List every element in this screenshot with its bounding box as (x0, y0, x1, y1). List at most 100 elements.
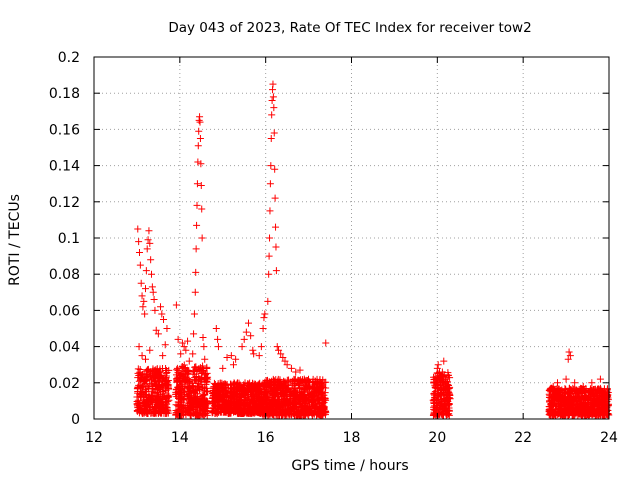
data-point (437, 372, 445, 380)
data-point (260, 314, 268, 322)
data-point (280, 387, 288, 395)
data-point (158, 310, 166, 318)
data-point (196, 134, 204, 142)
data-point (249, 346, 257, 354)
data-point (429, 411, 437, 419)
data-point (198, 375, 206, 383)
data-point (227, 408, 235, 416)
data-point (595, 386, 603, 394)
data-point (281, 357, 289, 365)
data-point (160, 405, 168, 413)
data-point (200, 411, 208, 419)
data-point (197, 374, 205, 382)
x-tick-label: 12 (85, 430, 103, 446)
data-point (430, 378, 438, 386)
data-point (276, 403, 284, 411)
data-point (563, 407, 571, 415)
data-point (219, 364, 227, 372)
data-point (154, 330, 162, 338)
data-point (270, 129, 278, 137)
data-point (135, 372, 143, 380)
data-point (240, 402, 248, 410)
data-point (145, 227, 153, 235)
data-point (137, 279, 145, 287)
data-point (549, 401, 557, 409)
data-point (180, 361, 188, 369)
data-point (438, 372, 446, 380)
data-point (135, 343, 143, 351)
data-point (269, 93, 277, 101)
data-point (150, 296, 158, 304)
data-point (208, 399, 216, 407)
data-point (251, 383, 259, 391)
data-point (187, 387, 195, 395)
data-point (569, 402, 577, 410)
data-point (223, 381, 231, 389)
data-point (218, 379, 226, 387)
data-point (149, 374, 157, 382)
data-point (431, 383, 439, 391)
data-point (150, 407, 158, 415)
data-point (139, 303, 147, 311)
data-point (314, 394, 322, 402)
data-point (195, 127, 203, 135)
data-point (186, 410, 194, 418)
data-point (273, 343, 281, 351)
data-point (318, 390, 326, 398)
data-point (268, 389, 276, 397)
data-point (602, 402, 610, 410)
data-point (135, 238, 143, 246)
data-point (228, 394, 236, 402)
data-point (174, 402, 182, 410)
data-point (133, 400, 141, 408)
data-point (229, 381, 237, 389)
data-point (141, 310, 149, 318)
data-point (433, 385, 441, 393)
data-point (600, 396, 608, 404)
data-point (203, 377, 211, 385)
data-point (594, 402, 602, 410)
data-point (200, 398, 208, 406)
data-point (136, 261, 144, 269)
data-point (221, 400, 229, 408)
data-point (144, 236, 152, 244)
data-point (219, 392, 227, 400)
y-tick-label: 0 (71, 412, 80, 428)
data-point (274, 392, 282, 400)
data-point (581, 402, 589, 410)
data-point (552, 395, 560, 403)
data-point (236, 396, 244, 404)
data-point (290, 375, 298, 383)
data-point (441, 384, 449, 392)
data-point (299, 388, 307, 396)
data-point (296, 366, 304, 374)
data-point (183, 408, 191, 416)
y-tick-label: 0.18 (49, 86, 80, 102)
data-point (291, 377, 299, 385)
data-point (560, 396, 568, 404)
data-point (442, 382, 450, 390)
data-point (569, 411, 577, 419)
data-point (152, 326, 160, 334)
data-point (258, 407, 266, 415)
data-point (274, 407, 282, 415)
data-point (322, 339, 330, 347)
data-point (442, 411, 450, 419)
data-point (270, 411, 278, 419)
data-point (192, 268, 200, 276)
data-point (184, 366, 192, 374)
data-point (265, 270, 273, 278)
data-point (588, 390, 596, 398)
data-point (159, 352, 167, 360)
data-point (182, 346, 190, 354)
data-point (159, 396, 167, 404)
data-point (280, 377, 288, 385)
data-point (210, 405, 218, 413)
data-point (549, 382, 557, 390)
data-point (292, 404, 300, 412)
data-point (263, 387, 271, 395)
data-point (312, 380, 320, 388)
data-point (281, 409, 289, 417)
data-point (176, 382, 184, 390)
